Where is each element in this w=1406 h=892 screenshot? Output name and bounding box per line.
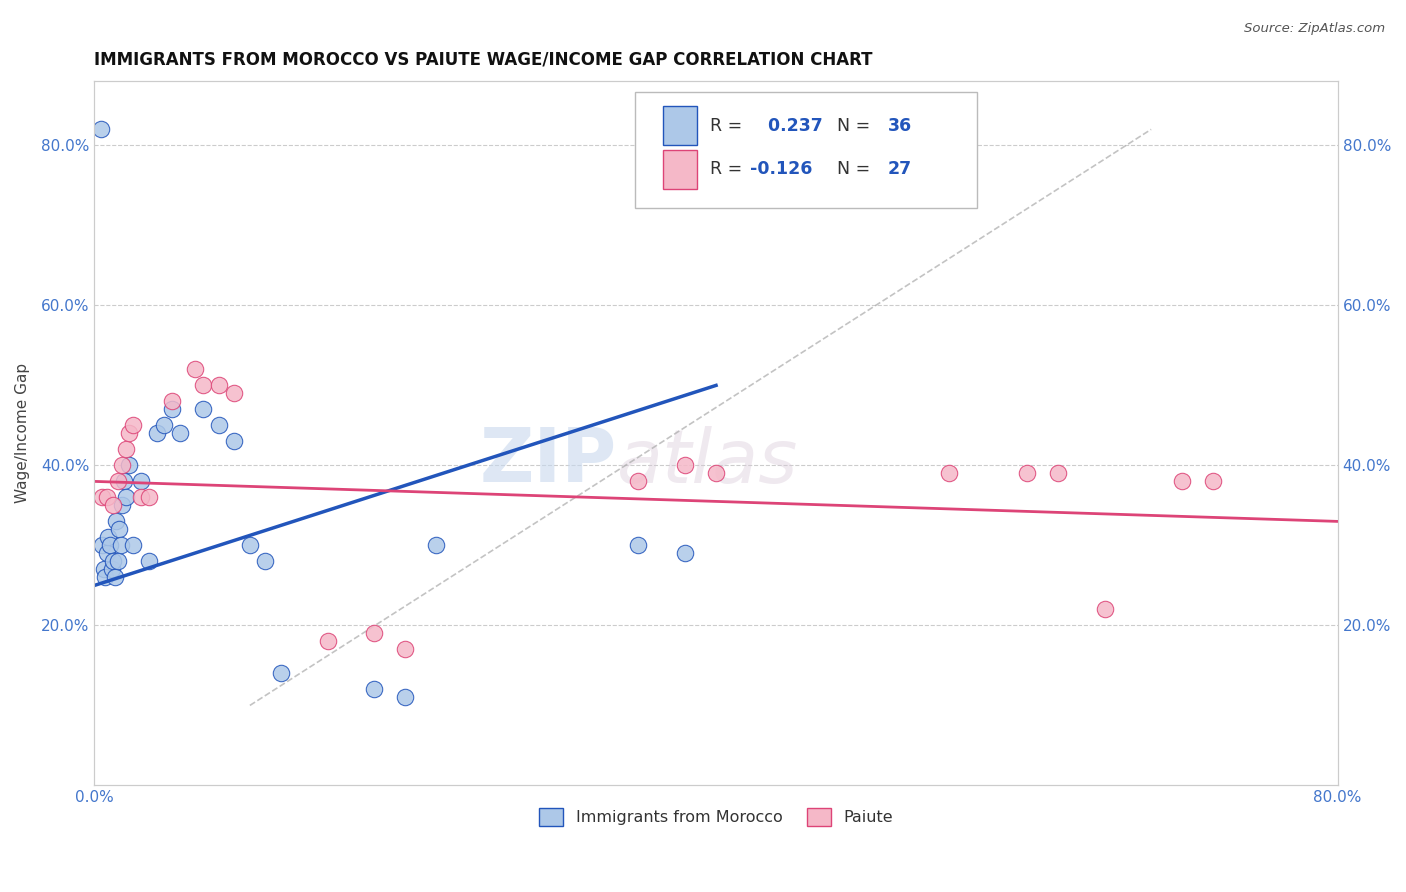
Point (184, 362, 207, 376)
Point (110, 538, 132, 552)
Point (90, 122, 112, 136)
Point (101, 499, 124, 513)
Point (673, 546, 696, 560)
Point (363, 682, 385, 697)
Point (1094, 602, 1116, 616)
Point (145, 426, 167, 441)
FancyBboxPatch shape (636, 92, 977, 208)
Point (98, 538, 121, 552)
Point (394, 690, 416, 705)
Point (153, 418, 176, 433)
Point (97, 530, 120, 544)
Point (627, 475, 650, 489)
Point (363, 626, 385, 640)
Point (1046, 467, 1069, 481)
Point (91, 491, 114, 505)
Point (704, 467, 727, 481)
Point (138, 491, 160, 505)
Point (1015, 467, 1038, 481)
Point (111, 499, 134, 513)
Point (105, 515, 128, 529)
Text: 27: 27 (887, 161, 911, 178)
Point (114, 491, 136, 505)
Point (118, 458, 141, 473)
Point (224, 386, 246, 401)
Point (93, 562, 115, 576)
Point (208, 418, 231, 433)
Text: atlas: atlas (617, 425, 799, 498)
Text: ZIP: ZIP (479, 425, 617, 498)
Text: R =: R = (710, 161, 748, 178)
Text: R =: R = (710, 117, 748, 135)
Point (129, 475, 152, 489)
Point (270, 666, 292, 681)
Text: N =: N = (837, 117, 876, 135)
Point (122, 538, 145, 552)
Point (91, 538, 114, 552)
Point (94, 570, 117, 584)
Point (673, 458, 696, 473)
Text: -0.126: -0.126 (749, 161, 813, 178)
Point (169, 426, 191, 441)
Point (101, 554, 124, 568)
Text: N =: N = (837, 161, 876, 178)
Point (107, 554, 129, 568)
Point (239, 538, 262, 552)
Point (96, 491, 118, 505)
Point (254, 554, 277, 568)
Text: IMMIGRANTS FROM MOROCCO VS PAIUTE WAGE/INCOME GAP CORRELATION CHART: IMMIGRANTS FROM MOROCCO VS PAIUTE WAGE/I… (94, 51, 873, 69)
Point (193, 402, 215, 417)
Point (112, 475, 135, 489)
Point (96, 546, 118, 560)
Point (208, 378, 231, 392)
Point (938, 467, 960, 481)
Y-axis label: Wage/Income Gap: Wage/Income Gap (15, 363, 30, 503)
Point (114, 442, 136, 457)
Bar (662, 106, 697, 145)
Point (425, 538, 447, 552)
Point (160, 394, 183, 409)
Point (108, 523, 131, 537)
Point (104, 570, 127, 584)
Point (118, 426, 141, 441)
Point (122, 418, 145, 433)
Point (316, 634, 339, 648)
Point (627, 538, 650, 552)
Point (138, 554, 160, 568)
Point (1202, 475, 1225, 489)
Text: 0.237: 0.237 (762, 117, 823, 135)
Point (160, 402, 183, 417)
Text: 36: 36 (887, 117, 911, 135)
Legend: Immigrants from Morocco, Paiute: Immigrants from Morocco, Paiute (531, 800, 901, 834)
Point (111, 458, 134, 473)
Point (100, 562, 122, 576)
Point (193, 378, 215, 392)
Text: Source: ZipAtlas.com: Source: ZipAtlas.com (1244, 22, 1385, 36)
Point (107, 475, 129, 489)
Point (1171, 475, 1194, 489)
Point (224, 434, 246, 449)
Point (129, 491, 152, 505)
Point (394, 642, 416, 657)
Bar (662, 150, 697, 189)
